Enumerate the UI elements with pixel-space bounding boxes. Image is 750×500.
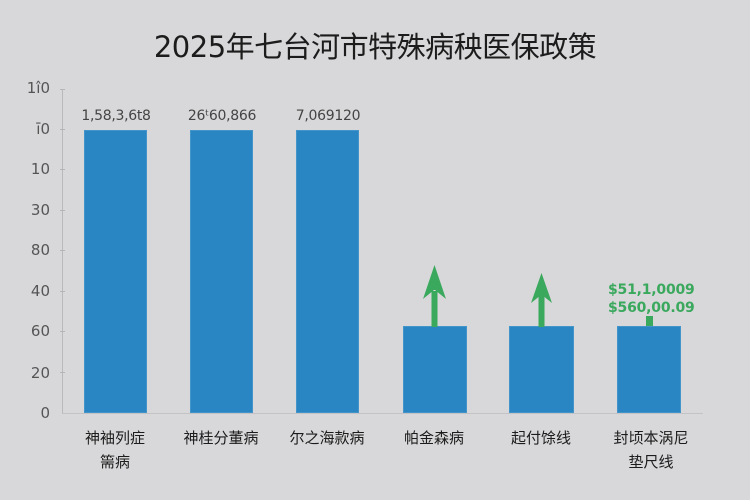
y-tick-mark — [60, 169, 65, 170]
y-tick-mark — [60, 89, 65, 90]
y-tick-label: 80 — [30, 241, 50, 259]
x-label-line: 篅病 — [99, 453, 130, 471]
x-label-line: 垫尺线 — [628, 453, 674, 471]
annotation-amount-2: $560,00.09 — [608, 300, 695, 316]
up-arrow-icon — [423, 265, 446, 327]
bar-value-label: 26ᵗ60,866 — [187, 108, 257, 124]
chart-title: 2025年七台河市特殊病秧医保政策 — [153, 30, 597, 64]
x-tick-label: 帕金森病 — [379, 426, 489, 450]
x-axis-line — [62, 413, 703, 414]
bar-5 — [509, 326, 574, 413]
bar-2 — [190, 130, 253, 413]
x-label-line: 神袖列症 — [84, 429, 145, 447]
x-label-line: 封顷本涡尼 — [613, 429, 689, 447]
y-tick-label: 30 — [30, 201, 50, 219]
x-label-line: 尔之海款病 — [289, 429, 365, 447]
y-tick-label: 40 — [30, 282, 50, 300]
y-tick-mark — [60, 250, 65, 251]
annotation-stub — [646, 316, 653, 326]
y-tick-mark — [60, 129, 65, 130]
y-tick-mark — [60, 291, 65, 292]
y-tick-mark — [60, 210, 65, 211]
bar-1 — [84, 130, 147, 413]
x-label-line: 起付馀线 — [510, 429, 571, 447]
y-tick-label: 1î0 — [26, 79, 50, 97]
up-arrow-icon — [531, 273, 552, 327]
bar-4 — [403, 326, 467, 413]
bar-6 — [617, 326, 681, 413]
y-axis-line — [62, 90, 63, 413]
y-tick-label: 60 — [30, 322, 50, 340]
annotation-amount-1: $51,1,0009 — [608, 282, 695, 298]
y-tick-label: 10 — [30, 160, 50, 178]
x-tick-label: 尔之海款病 — [272, 426, 382, 450]
bar-3 — [296, 130, 359, 413]
bar-value-label: 1,58,3,6t8 — [81, 108, 151, 124]
x-tick-label: 封顷本涡尼 垫尺线 — [596, 426, 706, 474]
y-tick-mark — [60, 331, 65, 332]
x-tick-label: 神袖列症 篅病 — [60, 426, 170, 474]
x-tick-label: 神桂分董病 — [166, 426, 276, 450]
x-label-line: 帕金森病 — [403, 429, 464, 447]
y-tick-label: ī0 — [36, 120, 50, 138]
x-tick-label: 起付馀线 — [486, 426, 596, 450]
y-tick-label: 20 — [30, 364, 50, 382]
bar-value-label: 7,069120 — [295, 108, 361, 124]
y-tick-mark — [60, 372, 65, 373]
y-tick-label: 0 — [40, 404, 50, 422]
x-label-line: 神桂分董病 — [183, 429, 259, 447]
